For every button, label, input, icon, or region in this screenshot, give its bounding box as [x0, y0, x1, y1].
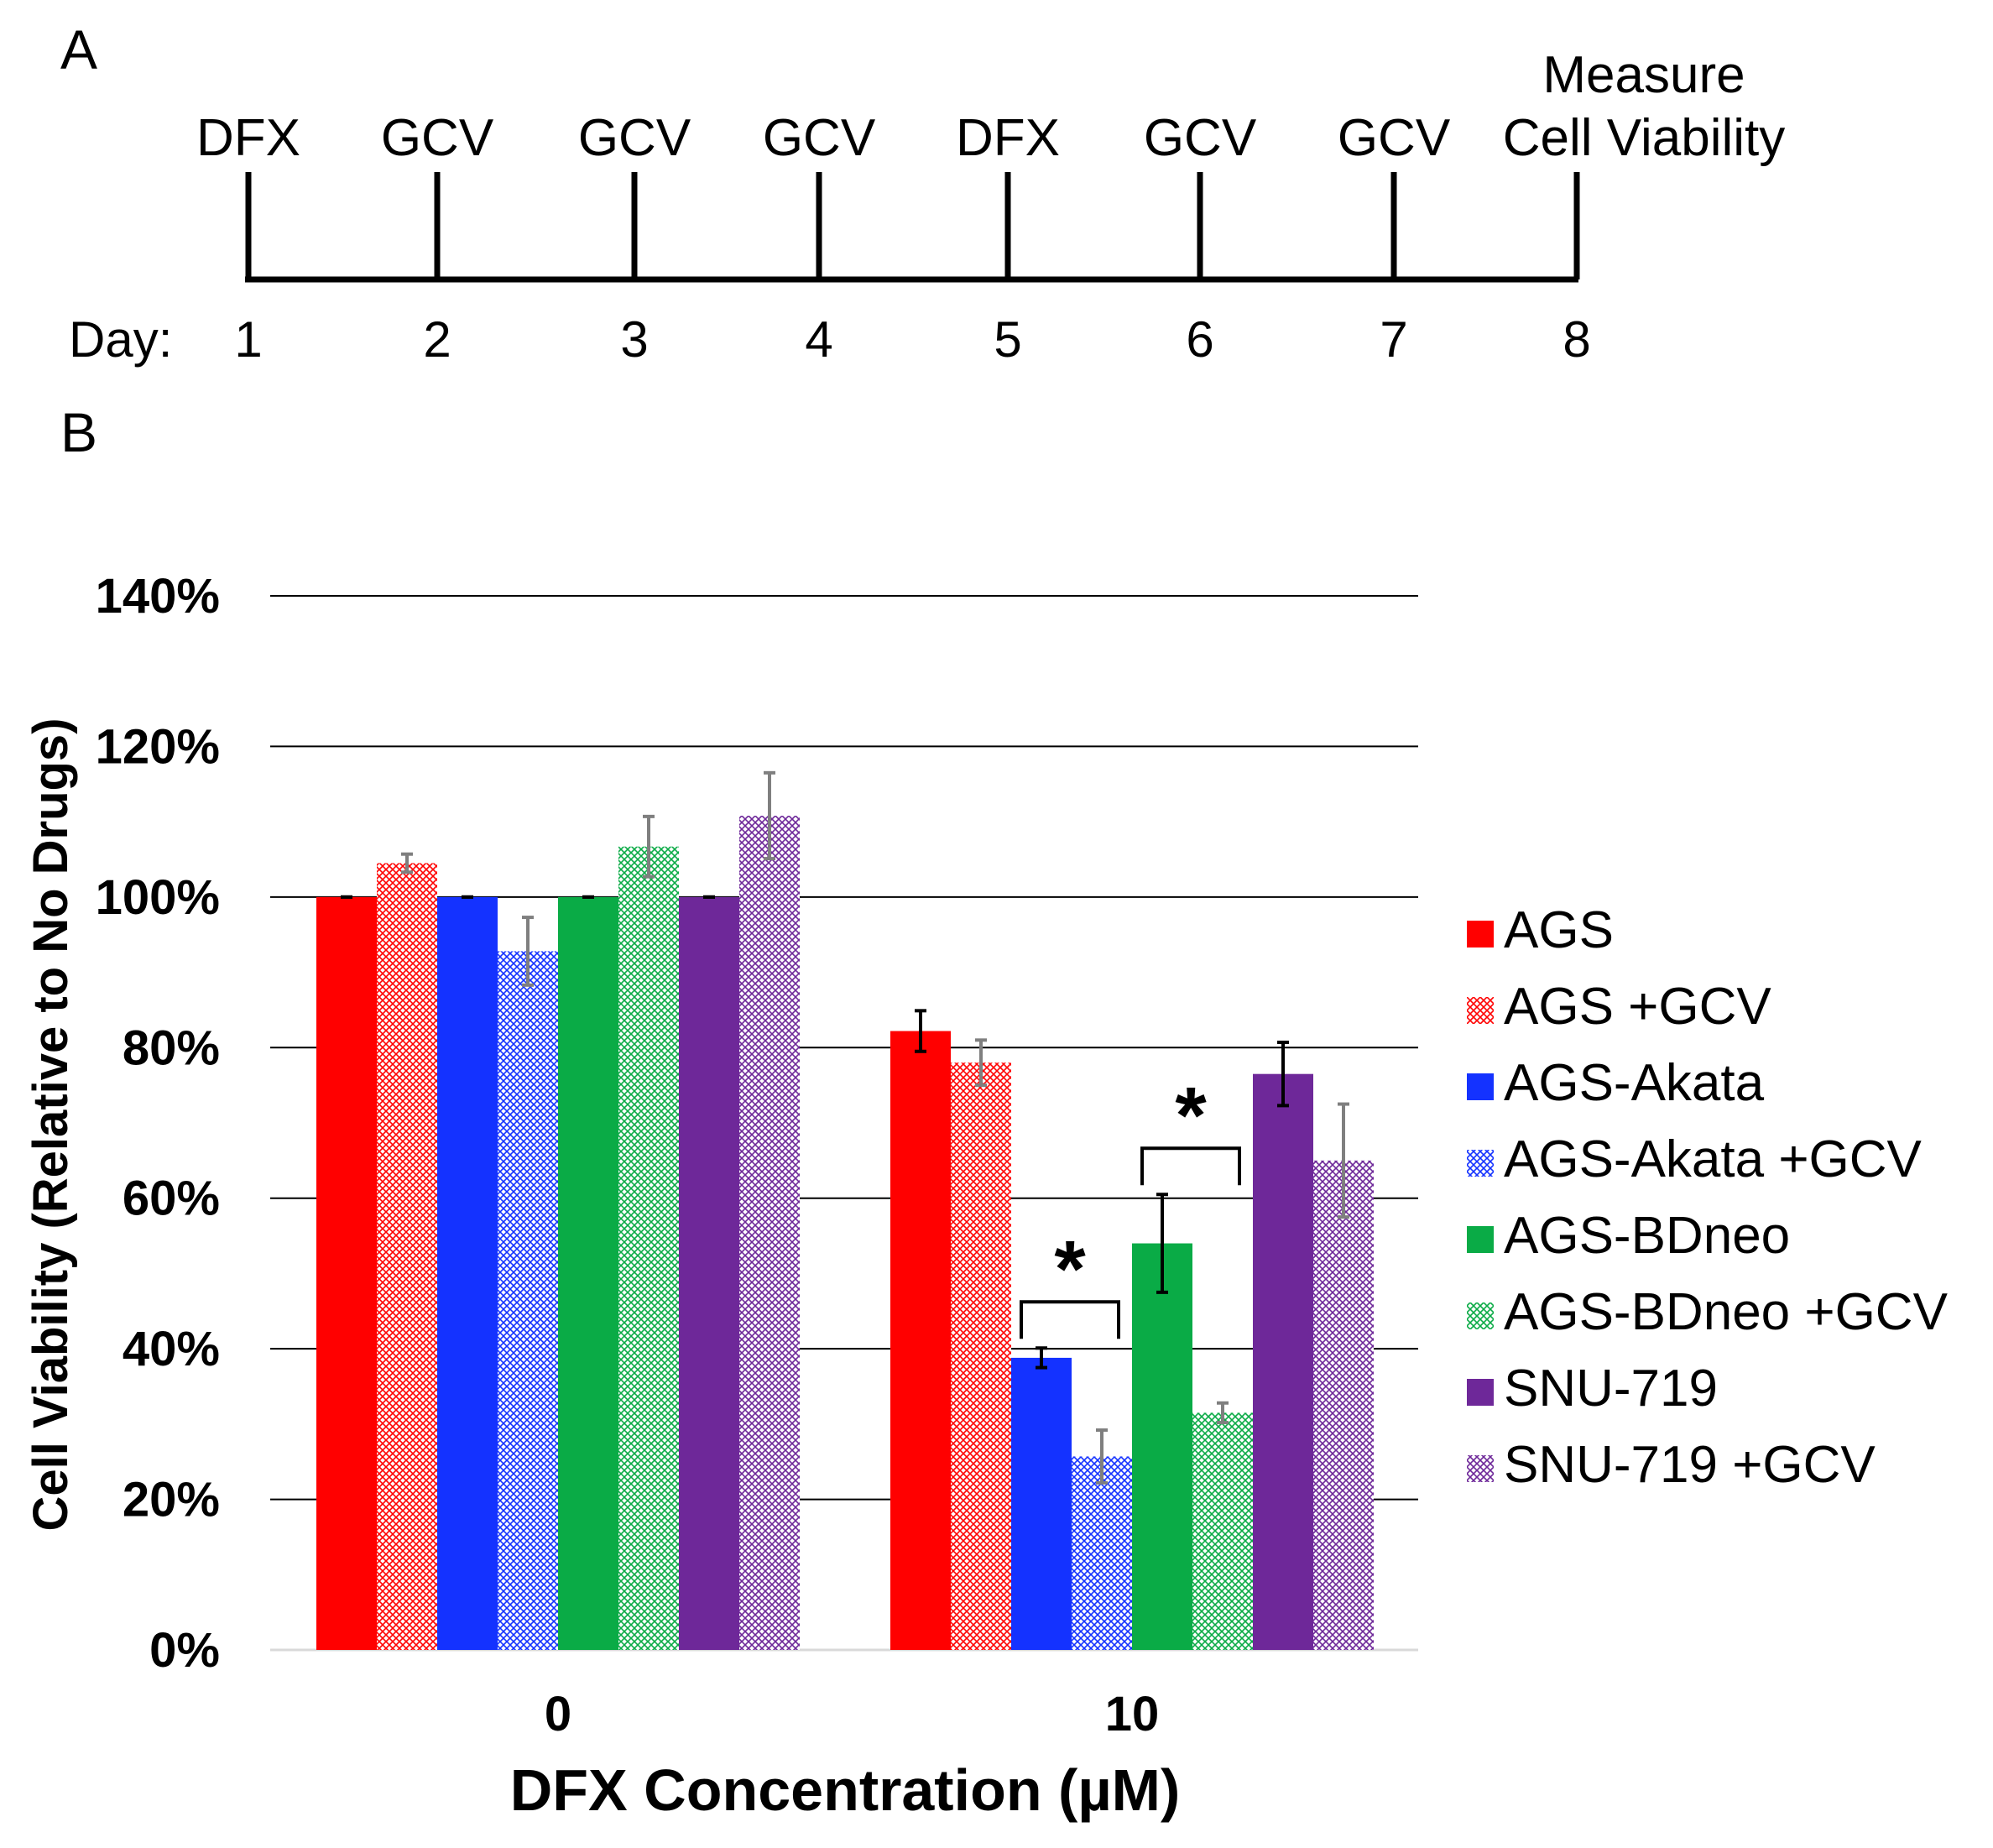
- legend-item-ags-akata: AGS-Akata: [1467, 1054, 1765, 1112]
- day-label-3: 3: [620, 311, 648, 368]
- panel-a-label: A: [60, 18, 97, 81]
- error-bar-snu-719-gcv-dfx-0: [764, 770, 775, 861]
- significance-bracket-2: *: [1140, 1071, 1241, 1186]
- legend-item-ags-bdneo-gcv: AGS-BDneo +GCV: [1467, 1283, 1949, 1341]
- legend-swatch-ags-akata-gcv: [1467, 1150, 1494, 1177]
- day-label-1: 1: [234, 311, 262, 368]
- bar-ags-bdneo-gcv-dfx-0: [618, 846, 679, 1650]
- legend-item-snu-719-gcv: SNU-719 +GCV: [1467, 1436, 1876, 1494]
- legend-swatch-ags: [1467, 921, 1494, 947]
- event-label-day-4: GCV: [763, 109, 876, 167]
- error-bar-ags-gcv-dfx-10: [975, 1038, 987, 1088]
- bar-ags-gcv-dfx-0: [377, 863, 437, 1650]
- bar-ags-akata-dfx-0: [437, 896, 498, 1650]
- error-bars: [341, 770, 1349, 1485]
- day-prefix-label: Day:: [69, 311, 172, 368]
- error-bar-ags-dfx-10: [915, 1009, 926, 1053]
- y-axis-ticks: 0% 20% 40% 60% 80% 100% 120% 140%: [96, 569, 220, 1678]
- legend-swatch-ags-gcv: [1467, 997, 1494, 1024]
- timeline-panel: A Day: 1 DFX 2 GCV 3 GCV 4 GCV 5 DFX 6 GCV 7 GCV 8 Meas…: [60, 18, 1785, 368]
- bar-ags-bdneo-dfx-0: [558, 896, 618, 1650]
- y-tick-label-0: 0%: [149, 1623, 220, 1678]
- bar-ags-gcv-dfx-10: [951, 1062, 1011, 1650]
- legend-swatch-ags-bdneo: [1467, 1226, 1494, 1253]
- error-bar-ags-akata-gcv-dfx-0: [522, 916, 534, 987]
- bar-ags-bdneo-dfx-10: [1132, 1243, 1192, 1650]
- legend-item-ags-akata-gcv: AGS-Akata +GCV: [1467, 1130, 1923, 1188]
- day-label-8: 8: [1563, 311, 1590, 368]
- bar-ags-akata-gcv-dfx-10: [1072, 1456, 1132, 1650]
- day-label-6: 6: [1186, 311, 1213, 368]
- event-label-day-3: GCV: [578, 109, 691, 167]
- bar-snu-719-gcv-dfx-10: [1313, 1160, 1374, 1650]
- error-bar-snu-719-gcv-dfx-10: [1338, 1102, 1349, 1219]
- legend-label-ags: AGS: [1504, 901, 1614, 959]
- y-tick-label-120: 120%: [96, 719, 220, 774]
- significance-star-2: *: [1175, 1071, 1207, 1161]
- y-tick-label-100: 100%: [96, 870, 220, 925]
- y-tick-label-80: 80%: [123, 1021, 220, 1075]
- bar-snu-719-dfx-10: [1253, 1073, 1313, 1650]
- legend-label-ags-akata-gcv: AGS-Akata +GCV: [1504, 1130, 1923, 1188]
- x-axis-ticks: 0 10: [545, 1687, 1159, 1741]
- y-axis-title: Cell Viability (Relative to No Drugs): [23, 718, 78, 1531]
- error-bar-ags-bdneo-dfx-10: [1156, 1193, 1168, 1294]
- error-bar-ags-gcv-dfx-0: [401, 852, 413, 874]
- bar-ags-bdneo-gcv-dfx-10: [1192, 1412, 1253, 1650]
- event-label-day-8-line-1: Measure: [1542, 46, 1745, 104]
- day-label-4: 4: [805, 311, 832, 368]
- legend: AGS AGS +GCV AGS-Akata AGS-Akata +GCV AGS-BD…: [1467, 901, 1949, 1494]
- legend-item-ags: AGS: [1467, 901, 1614, 959]
- error-bar-ags-akata-gcv-dfx-10: [1096, 1428, 1108, 1485]
- legend-item-ags-bdneo: AGS-BDneo: [1467, 1207, 1790, 1265]
- timeline-ticks: 1 DFX 2 GCV 3 GCV 4 GCV 5 DFX 6 GCV 7 GCV 8 MeasureCell…: [196, 46, 1785, 368]
- legend-label-ags-akata: AGS-Akata: [1504, 1054, 1765, 1112]
- event-label-day-2: GCV: [381, 109, 494, 167]
- significance-star-1: *: [1054, 1224, 1086, 1314]
- day-label-5: 5: [994, 311, 1021, 368]
- y-tick-label-20: 20%: [123, 1473, 220, 1527]
- y-tick-label-40: 40%: [123, 1322, 220, 1376]
- bar-chart-panel: B 0%20%40%60%80%100%120%140% 0 10 ** Cell…: [23, 401, 1949, 1823]
- bar-snu-719-dfx-0: [679, 896, 739, 1650]
- legend-item-snu-719: SNU-719: [1467, 1360, 1718, 1417]
- legend-label-snu-719: SNU-719: [1504, 1360, 1718, 1417]
- panel-b-label: B: [60, 401, 97, 463]
- bar-ags-dfx-0: [316, 896, 377, 1650]
- x-axis-title: DFX Concentration (µM): [510, 1757, 1181, 1823]
- event-label-day-7: GCV: [1338, 109, 1451, 167]
- legend-label-ags-gcv: AGS +GCV: [1504, 978, 1771, 1036]
- legend-label-snu-719-gcv: SNU-719 +GCV: [1504, 1436, 1876, 1494]
- x-tick-label-10: 10: [1105, 1687, 1160, 1741]
- event-label-day-6: GCV: [1144, 109, 1257, 167]
- legend-swatch-ags-bdneo-gcv: [1467, 1302, 1494, 1329]
- bar-ags-dfx-10: [890, 1031, 951, 1650]
- event-label-day-1: DFX: [196, 109, 300, 167]
- legend-label-ags-bdneo: AGS-BDneo: [1504, 1207, 1790, 1265]
- bar-snu-719-gcv-dfx-0: [739, 815, 800, 1650]
- error-bar-ags-bdneo-gcv-dfx-0: [643, 814, 655, 879]
- day-label-7: 7: [1380, 311, 1407, 368]
- day-label-2: 2: [423, 311, 451, 368]
- legend-swatch-ags-akata: [1467, 1073, 1494, 1100]
- bar-ags-akata-gcv-dfx-0: [498, 951, 558, 1650]
- legend-item-ags-gcv: AGS +GCV: [1467, 978, 1771, 1036]
- significance-bracket-1: *: [1020, 1224, 1120, 1339]
- y-tick-label-140: 140%: [96, 569, 220, 624]
- legend-swatch-snu-719-gcv: [1467, 1455, 1494, 1482]
- error-bar-snu-719-dfx-10: [1277, 1041, 1289, 1108]
- event-label-day-8-line-2: Cell Viability: [1503, 109, 1786, 167]
- error-bar-ags-bdneo-gcv-dfx-10: [1217, 1401, 1229, 1425]
- error-bar-ags-akata-dfx-10: [1036, 1346, 1047, 1370]
- legend-swatch-snu-719: [1467, 1379, 1494, 1406]
- x-tick-label-0: 0: [545, 1687, 571, 1741]
- bar-series: [316, 815, 1374, 1650]
- significance-annotations: **: [1020, 1071, 1241, 1339]
- legend-label-ags-bdneo-gcv: AGS-BDneo +GCV: [1504, 1283, 1949, 1341]
- y-tick-label-60: 60%: [123, 1172, 220, 1226]
- bar-ags-akata-dfx-10: [1011, 1357, 1072, 1650]
- event-label-day-5: DFX: [956, 109, 1060, 167]
